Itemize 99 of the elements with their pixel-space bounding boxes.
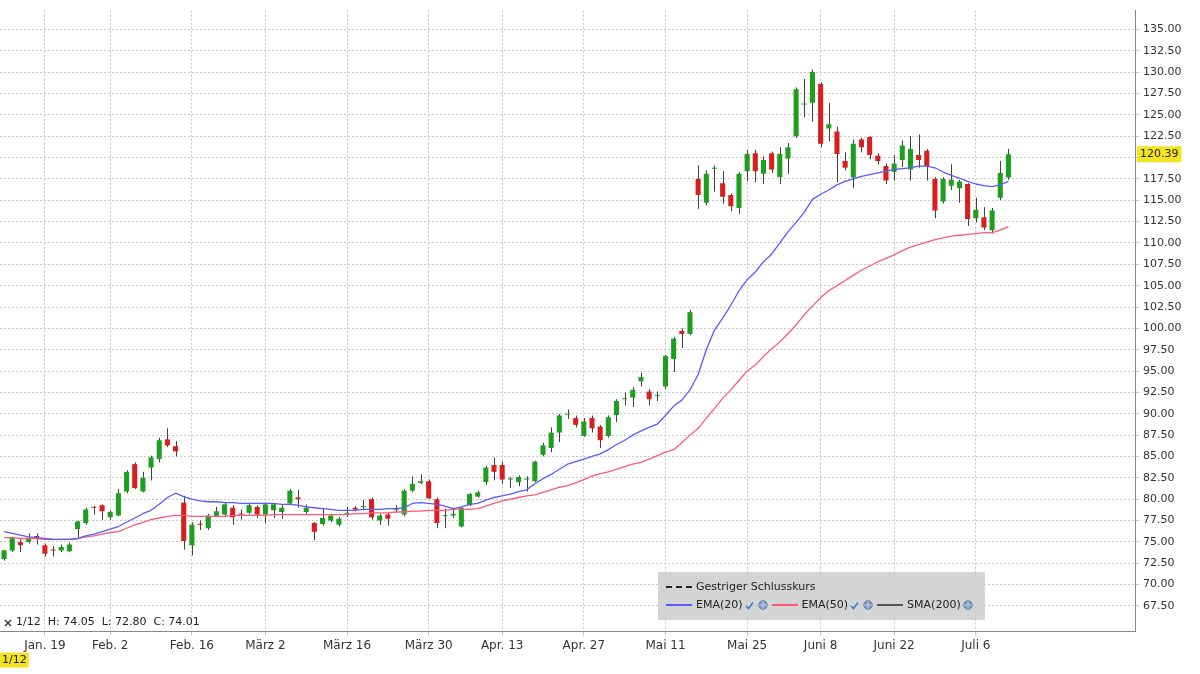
candlestick — [156, 437, 162, 463]
candlestick — [499, 461, 505, 485]
candlestick — [597, 424, 603, 449]
x-tick-label: Juli 6 — [960, 637, 991, 652]
candlestick — [956, 179, 962, 204]
y-tick-label: 130.00 — [1143, 64, 1182, 78]
y-tick-label: 92.50 — [1143, 385, 1175, 399]
legend-label: Gestriger Schlusskurs — [696, 580, 816, 593]
candlestick — [164, 427, 170, 448]
y-tick-label: 70.00 — [1143, 577, 1175, 591]
candlestick — [671, 336, 677, 373]
candlestick — [883, 163, 889, 185]
candlestick — [940, 176, 946, 205]
candlestick — [687, 309, 693, 336]
x-tick-label: Apr. 27 — [562, 637, 606, 652]
candlestick — [834, 126, 840, 183]
y-tick-label: 110.00 — [1143, 235, 1182, 249]
legend-label: SMA(200) — [907, 598, 961, 611]
y-tick-label: 132.50 — [1143, 43, 1182, 57]
x-tick-label: Jan. 19 — [23, 637, 66, 652]
x-tick-label: Feb. 16 — [169, 637, 214, 652]
y-tick-label: 127.50 — [1143, 86, 1182, 100]
x-tick-label: Mai 11 — [645, 637, 686, 652]
y-tick-label: 112.50 — [1143, 214, 1182, 228]
candlestick — [605, 414, 611, 439]
y-tick-label: 105.00 — [1143, 278, 1182, 292]
y-tick-label: 102.50 — [1143, 299, 1182, 313]
candlestick — [50, 545, 56, 557]
x-tick-label: Feb. 2 — [91, 637, 129, 652]
y-tick-label: 115.00 — [1143, 193, 1182, 207]
candlestick — [491, 456, 497, 481]
candlestick — [426, 479, 432, 500]
candlestick — [989, 207, 995, 235]
candlestick — [916, 133, 922, 169]
y-tick-label: 82.50 — [1143, 470, 1175, 484]
candlestick — [801, 78, 807, 118]
candlestick — [744, 149, 750, 182]
y-tick-label: 117.50 — [1143, 171, 1182, 185]
x-tick-label: Juni 8 — [802, 637, 838, 652]
candlestick — [556, 413, 562, 443]
candlestick — [679, 327, 685, 349]
y-tick-label: 95.00 — [1143, 363, 1175, 377]
y-tick-label: 107.50 — [1143, 257, 1182, 271]
x-tick-label: Mai 25 — [727, 637, 768, 652]
candlestick — [630, 386, 636, 408]
candlestick — [434, 496, 440, 529]
x-tick-label: März 30 — [404, 637, 453, 652]
candlestick — [948, 163, 954, 191]
candlestick — [752, 149, 758, 183]
candlestick — [442, 508, 448, 529]
candlestick — [760, 156, 766, 185]
candlestick — [785, 142, 791, 175]
y-tick-label: 77.50 — [1143, 513, 1175, 527]
candlestick — [483, 465, 489, 486]
x-tick-label: März 2 — [245, 637, 286, 652]
text: 120.39 — [1140, 147, 1179, 161]
y-tick-label: 125.00 — [1143, 107, 1182, 121]
x-tick-label: Apr. 13 — [480, 637, 524, 652]
candlestick — [973, 197, 979, 223]
candlestick — [826, 102, 832, 142]
y-tick-label: 67.50 — [1143, 598, 1175, 612]
candlestick — [867, 135, 873, 160]
candlestick — [189, 521, 195, 557]
y-tick-label: 122.50 — [1143, 129, 1182, 143]
candlestick — [238, 508, 244, 521]
annotation: 1/12 H: 74.05 L: 72.80 C: 74.01 — [16, 615, 200, 629]
candlestick — [695, 164, 701, 210]
candlestick — [581, 417, 587, 438]
candlestick — [711, 164, 718, 193]
y-tick-label: 80.00 — [1143, 492, 1175, 506]
x-tick-label: Juni 22 — [872, 637, 915, 652]
y-tick-label: 90.00 — [1143, 406, 1175, 420]
candlestick — [1005, 148, 1011, 181]
legend-label: EMA(50) — [801, 598, 849, 611]
y-tick-label: 85.00 — [1143, 449, 1175, 463]
y-tick-label: 87.50 — [1143, 427, 1175, 441]
x-tick-label: März 16 — [323, 637, 372, 652]
candlestick — [148, 455, 154, 481]
candlestick — [124, 469, 130, 494]
candlestick — [507, 476, 513, 489]
y-tick-label: 75.00 — [1143, 534, 1175, 548]
text: 1/12 — [2, 652, 27, 666]
candlestick — [532, 460, 538, 483]
legend-label: EMA(20) — [696, 598, 743, 611]
y-tick-label: 135.00 — [1143, 22, 1182, 36]
candlestick — [115, 488, 121, 517]
candlestick — [132, 461, 138, 490]
candlestick — [622, 391, 628, 406]
candlestick — [899, 139, 905, 168]
candlestick — [981, 206, 987, 231]
candlestick — [720, 170, 726, 205]
candlestick — [613, 398, 620, 423]
candlestick — [548, 426, 554, 453]
candlestick — [769, 151, 775, 174]
y-tick-label: 97.50 — [1143, 342, 1175, 356]
y-tick-label: 100.00 — [1143, 321, 1182, 335]
y-tick-label: 72.50 — [1143, 556, 1175, 570]
candlestick — [777, 146, 783, 185]
candlestick — [924, 148, 930, 182]
